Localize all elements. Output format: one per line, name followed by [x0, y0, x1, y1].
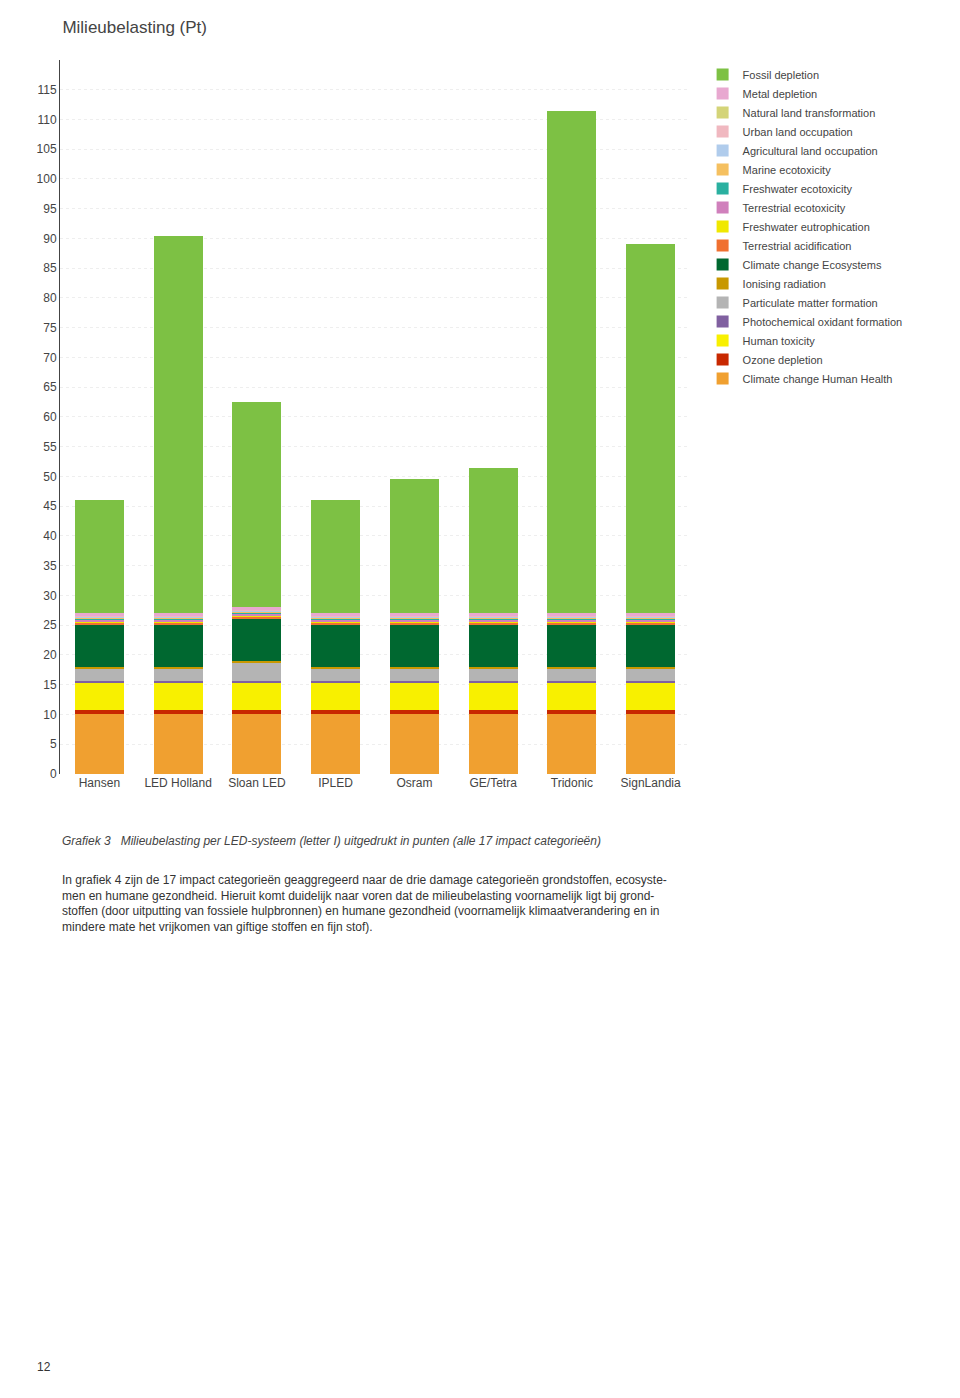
svg-text:Agricultural land occupation: Agricultural land occupation	[743, 145, 878, 157]
svg-text:Terrestrial ecotoxicity: Terrestrial ecotoxicity	[743, 202, 846, 214]
svg-text:Ionising radiation: Ionising radiation	[743, 278, 826, 290]
svg-text:Metal depletion: Metal depletion	[743, 88, 818, 100]
svg-text:60: 60	[43, 410, 57, 424]
svg-text:115: 115	[37, 83, 56, 97]
svg-text:105: 105	[37, 142, 57, 156]
svg-text:30: 30	[43, 589, 57, 603]
svg-text:Natural land transformation: Natural land transformation	[743, 107, 876, 119]
svg-text:Freshwater eutrophication: Freshwater eutrophication	[743, 221, 870, 233]
svg-text:90: 90	[43, 232, 57, 246]
svg-text:GE/Tetra: GE/Tetra	[469, 776, 517, 790]
svg-text:65: 65	[43, 380, 57, 394]
svg-text:75: 75	[43, 321, 57, 335]
svg-text:10: 10	[43, 708, 57, 722]
svg-text:15: 15	[43, 678, 57, 692]
svg-text:50: 50	[43, 470, 57, 484]
svg-text:95: 95	[43, 202, 57, 216]
svg-text:SignLandia: SignLandia	[621, 776, 681, 790]
svg-text:Climate change Human Health: Climate change Human Health	[743, 373, 893, 385]
svg-text:12: 12	[37, 1360, 51, 1374]
svg-text:110: 110	[37, 113, 56, 127]
svg-text:Grafiek 3 Milieubelasting pe: Grafiek 3 Milieubelasting per LED-systee…	[62, 834, 601, 848]
svg-text:LED Holland: LED Holland	[144, 776, 211, 790]
svg-text:In grafiek 4 zijn de 17 impact: In grafiek 4 zijn de 17 impact categorie…	[62, 873, 667, 934]
svg-text:35: 35	[43, 559, 57, 573]
svg-text:70: 70	[43, 351, 57, 365]
svg-text:Sloan LED: Sloan LED	[228, 776, 286, 790]
svg-text:Freshwater ecotoxicity: Freshwater ecotoxicity	[743, 183, 853, 195]
svg-text:Tridonic: Tridonic	[551, 776, 593, 790]
svg-text:0: 0	[50, 767, 57, 781]
svg-text:55: 55	[43, 440, 57, 454]
svg-text:Ozone depletion: Ozone depletion	[743, 354, 823, 366]
svg-text:Milieubelasting (Pt): Milieubelasting (Pt)	[62, 18, 207, 37]
svg-text:Marine ecotoxicity: Marine ecotoxicity	[743, 164, 832, 176]
svg-text:Climate change Ecosystems: Climate change Ecosystems	[743, 259, 882, 271]
svg-text:40: 40	[43, 529, 57, 543]
svg-text:20: 20	[43, 648, 57, 662]
svg-text:Urban land occupation: Urban land occupation	[743, 126, 853, 138]
svg-text:Osram: Osram	[396, 776, 432, 790]
svg-text:45: 45	[43, 499, 57, 513]
svg-text:Photochemical oxidant formatio: Photochemical oxidant formation	[743, 316, 903, 328]
svg-text:85: 85	[43, 261, 57, 275]
svg-text:25: 25	[43, 618, 57, 632]
svg-text:100: 100	[37, 172, 57, 186]
svg-text:Fossil depletion: Fossil depletion	[743, 69, 819, 81]
svg-text:Hansen: Hansen	[79, 776, 120, 790]
svg-text:Particulate matter formation: Particulate matter formation	[743, 297, 878, 309]
svg-text:5: 5	[50, 737, 57, 751]
svg-text:Human toxicity: Human toxicity	[743, 335, 816, 347]
svg-text:Terrestrial acidification: Terrestrial acidification	[743, 240, 852, 252]
svg-text:80: 80	[43, 291, 57, 305]
svg-text:IPLED: IPLED	[318, 776, 353, 790]
